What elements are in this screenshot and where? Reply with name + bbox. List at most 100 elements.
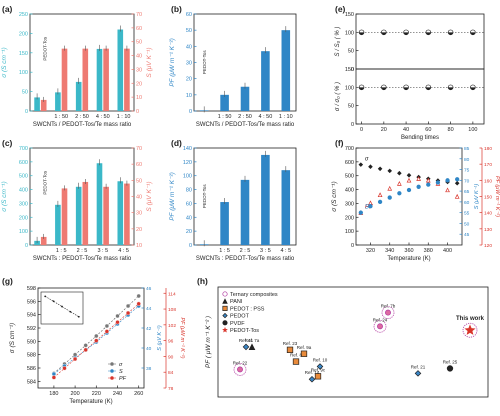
y-axis-label: σ / σ₀ ( % ) [335, 82, 341, 111]
series-label: σ [365, 157, 369, 163]
y-axis-label: PF (μW m⁻¹ K⁻²) [169, 172, 176, 221]
data-point [446, 365, 454, 372]
y-axis-label: PF ( μW m⁻¹ K⁻² ) [205, 316, 212, 368]
y-tick-label: 200 [345, 215, 354, 221]
y-tick-label: 40 [136, 195, 142, 201]
data-point [104, 329, 110, 334]
y-tick-label: 170 [484, 162, 492, 168]
y-tick-label: 250 [19, 12, 28, 18]
point-label: Ref. 11 [239, 338, 254, 343]
bar-sigma [75, 81, 82, 111]
y-tick-label: 100 [345, 30, 354, 36]
y-tick-label: 46 [146, 286, 152, 292]
y-axis-label-left: σ (S cm⁻¹) [1, 181, 8, 211]
legend-marker [222, 305, 228, 311]
bar-sigma [117, 29, 124, 111]
category-label: 4 : 5 [118, 248, 129, 254]
data-point [387, 168, 393, 174]
y-axis-label: S / S₀ ( % ) [335, 27, 341, 57]
data-point [115, 313, 120, 319]
y-tick-label: 0 [25, 109, 28, 115]
category-label: 1 : 5 [219, 248, 230, 254]
data-point [454, 180, 460, 186]
y-tick-label: 60 [136, 26, 142, 32]
plot-frame [355, 68, 485, 125]
inset-point [44, 295, 47, 298]
bar-seebeck [103, 186, 109, 245]
y-tick-label: 100 [19, 70, 28, 76]
y-tick-label: 400 [19, 188, 28, 194]
data-point [237, 366, 243, 373]
panel-a: (a) 1 : 50 2 : 50 4 : 50 1 : 10 PEDOT-Tos 0 50 1… [1, 4, 153, 128]
legend-marker [222, 312, 228, 319]
highlight-ring [381, 306, 395, 320]
y-tick-label: 80 [464, 157, 470, 163]
y-tick-label: 0 [136, 109, 139, 115]
x-axis-label: SWCNTs : PEDOT-Tos/Te mass ratio [196, 256, 295, 262]
bar-seebeck [40, 99, 47, 111]
inset-point [69, 310, 72, 313]
data-point [426, 182, 431, 187]
y-tick-label: 0 [351, 122, 354, 128]
y-axis-label-right-outer: PF (μW m⁻¹ K⁻²) [179, 317, 185, 358]
bar-sigma [34, 240, 40, 245]
point-label: This work [456, 316, 485, 322]
plot-frame [355, 147, 463, 246]
data-point [51, 375, 57, 380]
x-tick-label: 0 [360, 127, 363, 133]
y-tick-label: 140 [484, 211, 492, 217]
y-tick-label: 400 [345, 188, 354, 194]
legend-label: PEDOT-Tos [230, 328, 259, 334]
legend-label: PEDOT [230, 314, 250, 320]
y-tick-label: 20 [136, 227, 142, 233]
data-point [377, 323, 383, 330]
y-tick-label: 80 [186, 188, 192, 194]
point-label: Ref. 8 [290, 353, 303, 358]
category-label: 2 : 5 [77, 248, 88, 254]
bar-sigma [96, 48, 103, 111]
bar-pf [281, 170, 291, 245]
bar-seebeck [82, 181, 89, 245]
bar-seebeck [103, 48, 109, 111]
data-point [406, 187, 412, 193]
inset-point [61, 305, 63, 308]
data-point [455, 177, 460, 182]
x-tick-label: 360 [404, 248, 413, 254]
data-point-fill [381, 87, 387, 90]
data-point [385, 309, 391, 316]
y-tick-label: 30 [136, 211, 142, 217]
y-tick-label: 150 [19, 51, 28, 57]
data-point [286, 346, 294, 353]
y-tick-label: 70 [464, 178, 470, 184]
x-tick-label: 180 [49, 391, 58, 397]
x-axis-label: SWCNTs : PEDOT-Tos/Te mass ratio [33, 256, 132, 262]
data-point-fill [359, 32, 364, 35]
point-label: Ref. 7a [245, 338, 260, 343]
point-label: Ref. 14 [305, 370, 320, 375]
y-tick-label: 60 [464, 200, 470, 206]
panel-f: (f) 320 340 360 380 400 0 100 200 300 400 500 600 700… [331, 138, 500, 262]
y-tick-label: 45 [464, 232, 470, 238]
data-point-fill [359, 87, 364, 90]
y-tick-label: 120 [183, 160, 192, 166]
y-tick-label: 594 [27, 313, 36, 319]
bar-sigma [75, 186, 82, 245]
y-tick-label: 50 [348, 49, 354, 55]
y-tick-label: 500 [19, 174, 28, 180]
point-label: Ref. 22 [233, 360, 248, 365]
y-tick-label: 150 [345, 12, 354, 18]
x-tick-label: 80 [448, 127, 454, 133]
y-tick-label: 0 [189, 109, 192, 115]
bar-seebeck [82, 48, 89, 111]
data-point [416, 184, 421, 189]
y-tick-label: 600 [345, 160, 354, 166]
bar-sigma [96, 163, 103, 245]
y-axis-label-left: σ (S cm⁻¹) [9, 323, 16, 353]
bar-pf [220, 94, 229, 111]
bar-sigma [55, 204, 61, 245]
y-axis-label-right-inner: S (μV K⁻¹) [157, 325, 163, 351]
category-label: 1 : 10 [117, 114, 131, 120]
y-tick-label: 20 [186, 77, 192, 83]
data-point [377, 199, 383, 205]
